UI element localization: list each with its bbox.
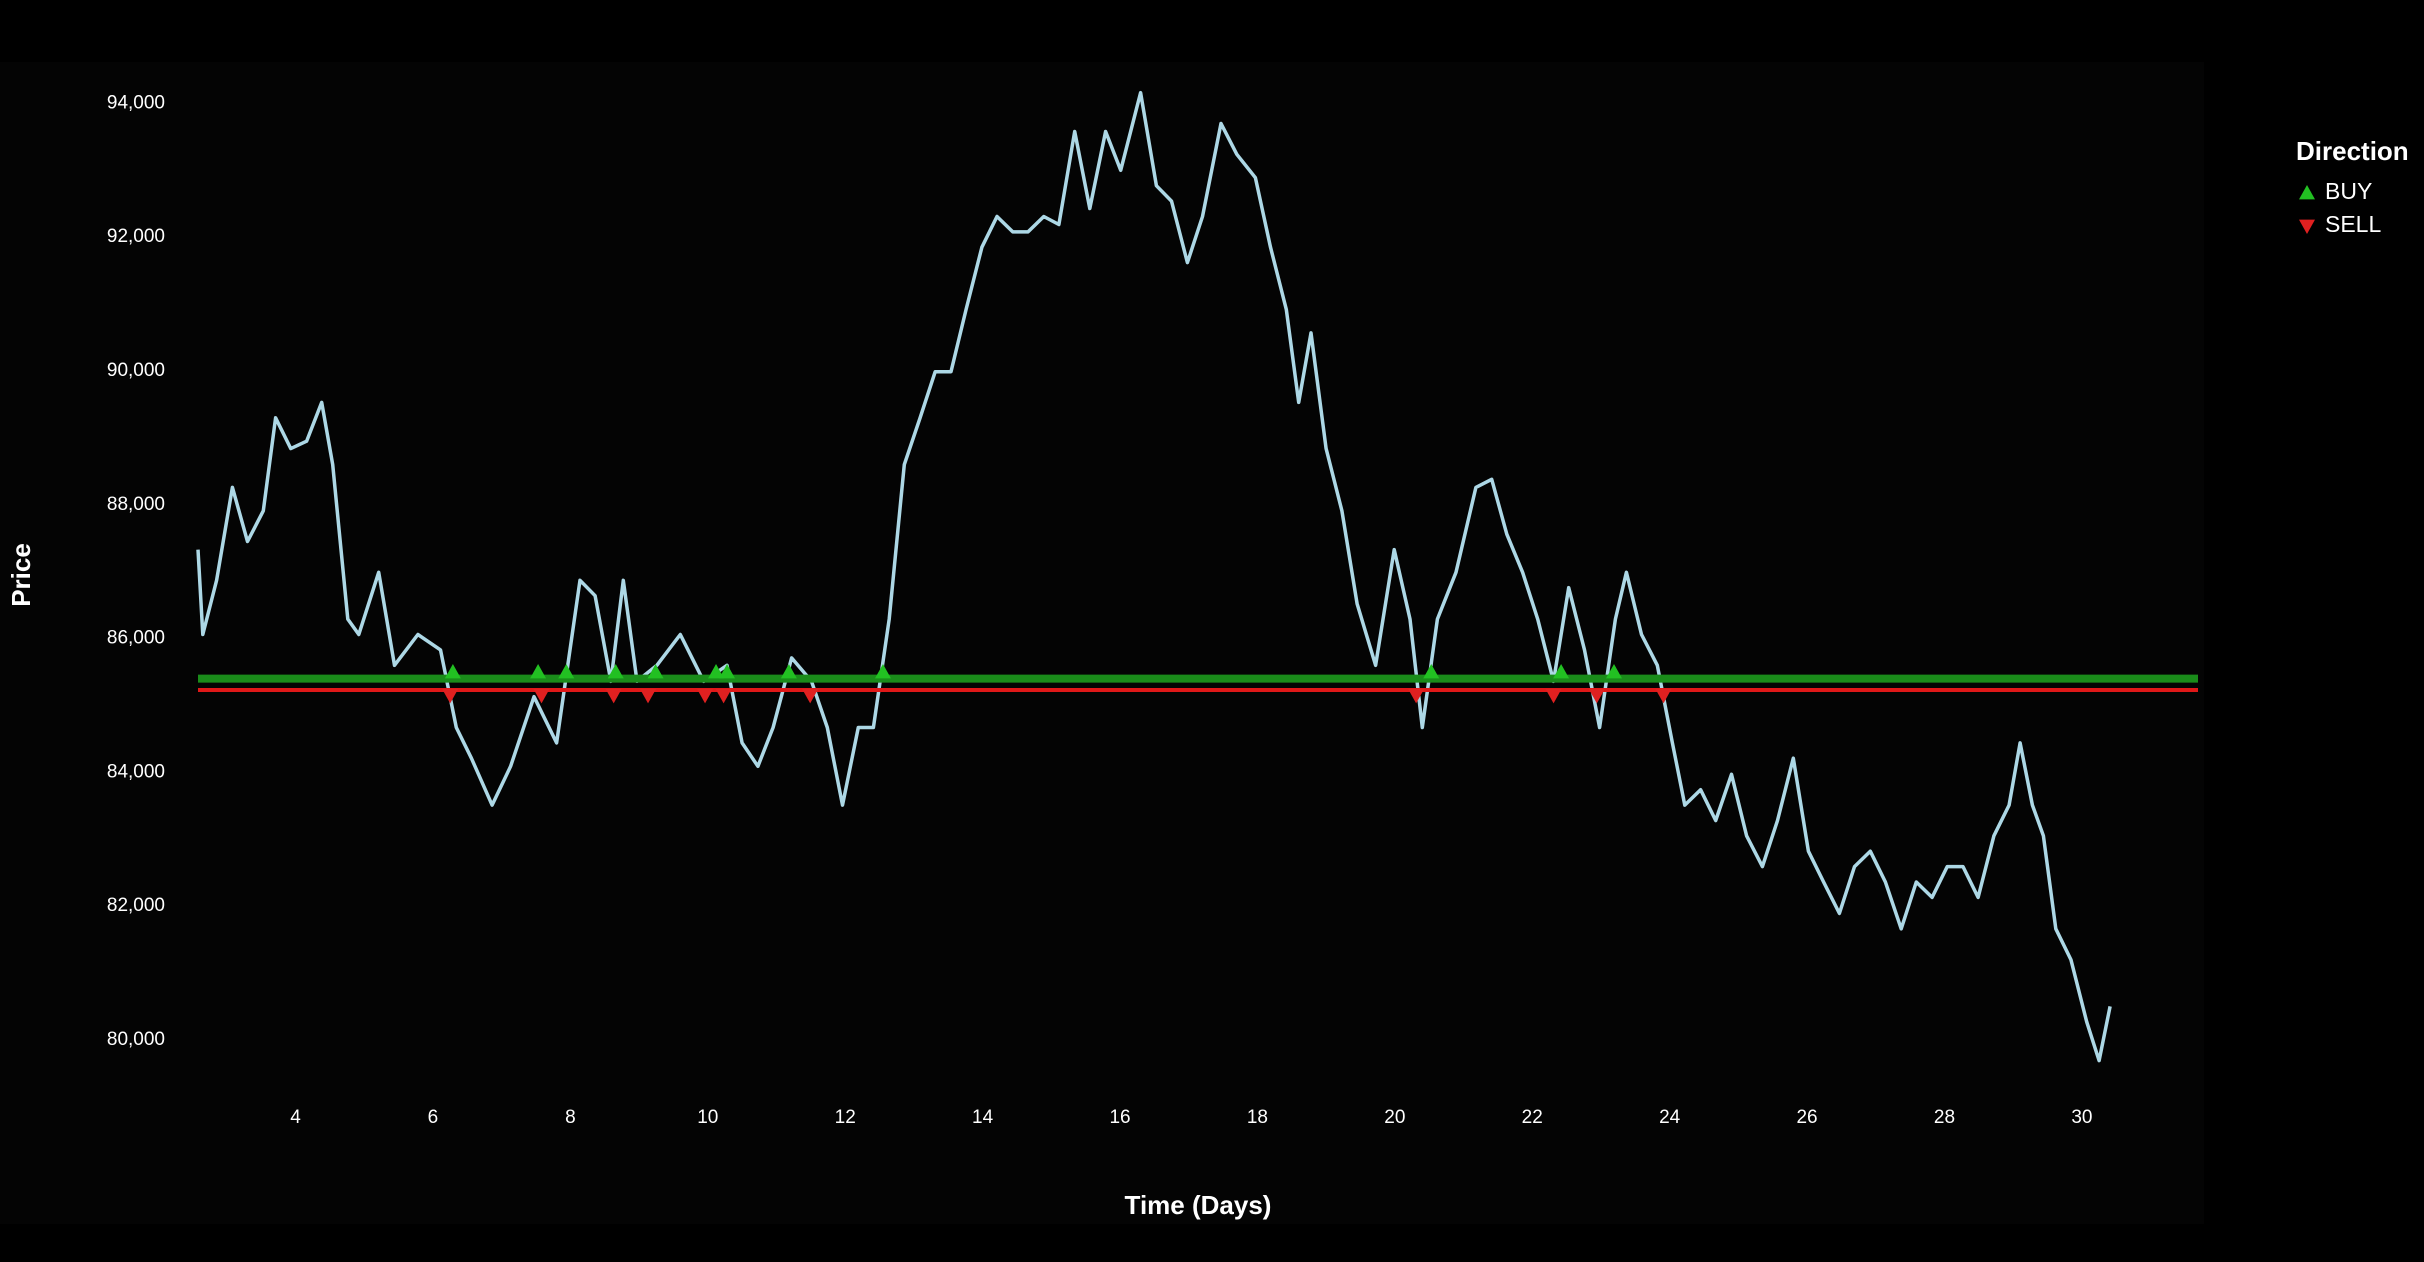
y-tick-label: 92,000 — [107, 226, 165, 247]
price-line — [196, 90, 2112, 1063]
x-tick-label: 4 — [290, 1107, 301, 1128]
x-tick-label: 20 — [1384, 1107, 1405, 1128]
sell-marker — [605, 688, 622, 704]
buy-marker — [1423, 663, 1440, 679]
y-tick-label: 86,000 — [107, 628, 165, 649]
sell-marker — [697, 688, 714, 704]
x-tick-label: 22 — [1522, 1107, 1543, 1128]
x-tick-label: 12 — [835, 1107, 856, 1128]
sell-marker — [1408, 688, 1425, 704]
x-tick-label: 28 — [1934, 1107, 1955, 1128]
buy-marker — [607, 663, 624, 679]
legend-title: Direction — [2296, 136, 2409, 166]
x-tick-label: 14 — [972, 1107, 994, 1128]
legend-label: BUY — [2325, 178, 2372, 204]
x-tick-label: 18 — [1247, 1107, 1268, 1128]
plot-background — [0, 62, 2204, 1224]
buy-marker — [558, 663, 575, 679]
buy-marker — [530, 663, 547, 679]
sell-marker — [715, 688, 732, 704]
y-tick-label: 88,000 — [107, 494, 165, 515]
y-tick-label: 80,000 — [107, 1029, 165, 1050]
x-tick-label: 24 — [1659, 1107, 1681, 1128]
buy-marker — [874, 663, 891, 679]
y-tick-label: 90,000 — [107, 360, 165, 381]
legend-label: SELL — [2325, 211, 2381, 237]
x-tick-label: 30 — [2071, 1107, 2092, 1128]
x-axis-title: Time (Days) — [1125, 1190, 1272, 1220]
sell-marker — [640, 688, 657, 704]
x-tick-label: 26 — [1796, 1107, 1817, 1128]
sell-marker — [802, 688, 819, 704]
sell-marker — [1588, 688, 1605, 704]
x-tick-label: 6 — [428, 1107, 439, 1128]
y-tick-label: 84,000 — [107, 761, 165, 782]
y-tick-label: 82,000 — [107, 895, 165, 916]
x-tick-label: 10 — [697, 1107, 718, 1128]
buy-marker — [1553, 663, 1570, 679]
buy-marker — [1606, 663, 1623, 679]
y-tick-label: 94,000 — [107, 92, 165, 113]
x-tick-label: 16 — [1109, 1107, 1130, 1128]
buy-marker — [780, 663, 797, 679]
sell-marker — [1545, 688, 1562, 704]
sell-marker — [1655, 688, 1672, 704]
buy-marker — [647, 663, 664, 679]
legend-symbol — [2299, 185, 2315, 200]
buy-marker — [719, 663, 736, 679]
x-tick-label: 8 — [565, 1107, 576, 1128]
buy-marker — [444, 663, 461, 679]
sell-marker — [533, 688, 550, 704]
y-axis-title: Price — [6, 543, 36, 607]
legend-symbol — [2299, 219, 2315, 234]
sell-marker — [442, 688, 459, 704]
buy-marker — [708, 663, 725, 679]
